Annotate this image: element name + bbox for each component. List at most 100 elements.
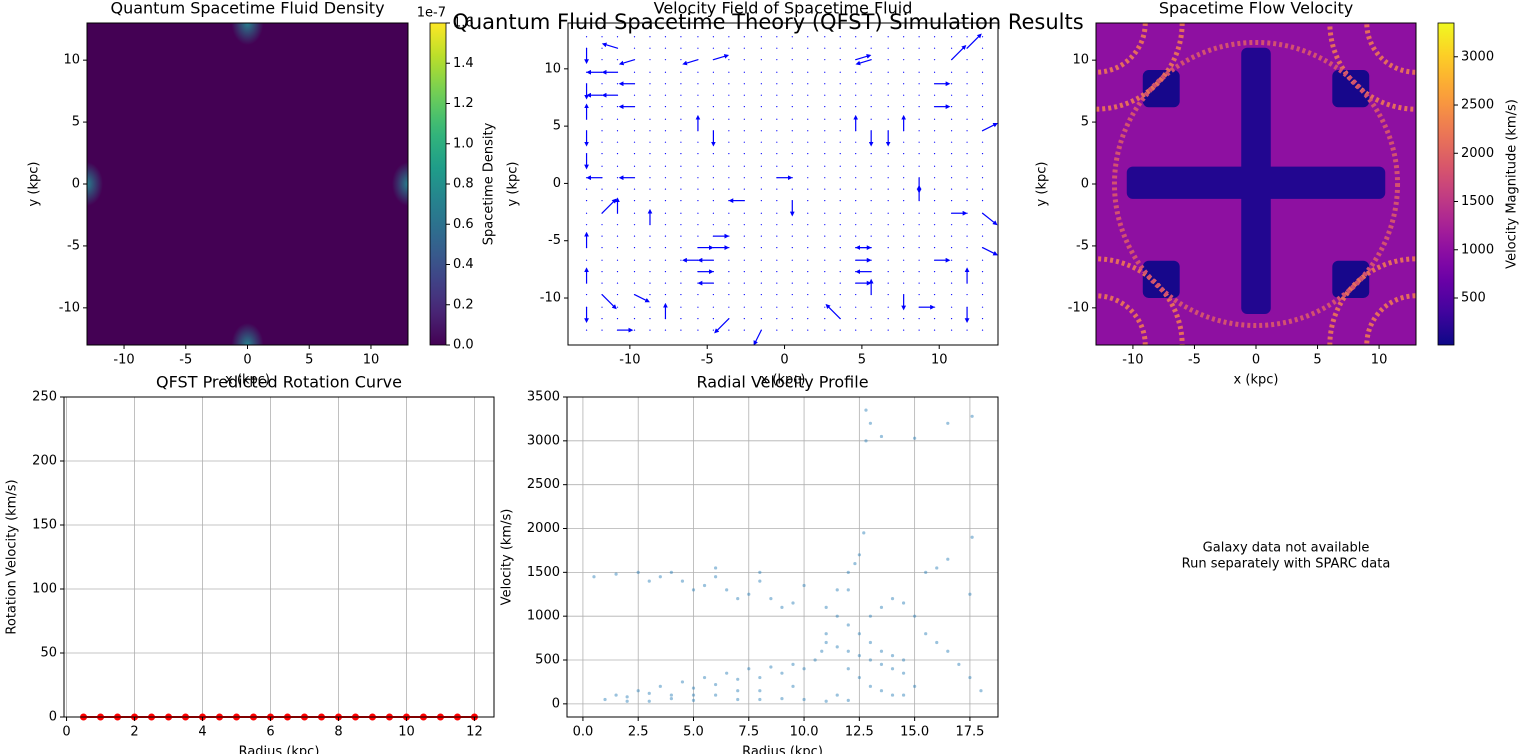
field-point (633, 318, 636, 320)
field-point (776, 59, 778, 61)
field-point (887, 118, 889, 120)
field-point (791, 293, 793, 296)
field-point (839, 130, 841, 132)
field-point (649, 71, 651, 73)
field-point (776, 306, 778, 308)
field-point (791, 153, 793, 155)
field-point (933, 271, 936, 273)
colorbar-tick-label: 2000 (1461, 146, 1494, 161)
y-tick-label: 5 (72, 115, 80, 130)
x-tick-label: 5 (305, 353, 313, 368)
field-point (855, 47, 857, 49)
field-point (824, 246, 826, 249)
field-point (712, 94, 714, 96)
scatter-point (669, 570, 673, 574)
field-point (697, 106, 699, 108)
scatter-point (879, 434, 884, 439)
scatter-point (614, 572, 618, 576)
field-point (870, 235, 872, 237)
field-point (824, 306, 826, 308)
scatter-point (857, 654, 861, 658)
field-point (807, 235, 809, 237)
field-point (712, 47, 714, 49)
field-point (807, 188, 809, 190)
field-point (824, 224, 826, 226)
field-point (760, 200, 762, 202)
field-point (680, 235, 682, 237)
field-point (950, 329, 953, 331)
field-point (633, 282, 636, 284)
field-point (633, 130, 636, 132)
field-point (981, 293, 984, 296)
field-point (616, 282, 619, 284)
field-point (680, 224, 682, 226)
velocity-arrow (753, 329, 762, 345)
field-point (743, 212, 745, 214)
field-point (601, 271, 603, 273)
field-point (649, 188, 651, 190)
heatmap-patch (1142, 260, 1180, 298)
velocity-arrow (634, 294, 650, 303)
scatter-point (979, 689, 983, 693)
field-point (933, 153, 936, 155)
x-tick-label: -5 (701, 353, 714, 368)
field-point (950, 83, 953, 85)
field-point (649, 59, 651, 61)
field-point (870, 306, 872, 308)
field-point (680, 259, 682, 261)
field-point (855, 71, 857, 73)
field-point (966, 71, 968, 73)
field-point (616, 259, 619, 261)
scatter-point (758, 579, 762, 583)
x-tick-label: 2.5 (628, 725, 649, 740)
field-point (791, 235, 793, 237)
field-point (807, 212, 809, 214)
field-point (791, 141, 793, 143)
field-point (743, 177, 745, 179)
field-point (933, 36, 936, 38)
field-point (649, 47, 651, 49)
field-point (633, 153, 636, 155)
scatter-point (714, 575, 718, 579)
y-tick-label: 2500 (527, 477, 560, 492)
field-point (776, 141, 778, 143)
field-point (601, 188, 603, 190)
x-axis-label: x (kpc) (1234, 373, 1279, 388)
field-point (918, 36, 920, 38)
scatter-point (890, 654, 895, 658)
y-tick-label: 200 (32, 454, 57, 469)
field-point (855, 235, 857, 237)
scatter-point (879, 605, 884, 610)
field-point (697, 47, 699, 49)
field-point (664, 200, 667, 202)
field-point (728, 200, 730, 202)
colorbar-tick-label: 0.8 (453, 177, 474, 192)
field-point (601, 118, 603, 120)
field-point (870, 200, 872, 202)
y-tick-label: 10 (1072, 53, 1089, 68)
field-point (697, 224, 699, 226)
field-point (743, 329, 745, 331)
field-point (839, 306, 841, 308)
velocity-arrow (825, 303, 841, 320)
field-point (839, 188, 841, 190)
field-point (697, 71, 699, 73)
field-point (807, 259, 809, 261)
field-point (649, 306, 651, 308)
field-point (903, 224, 905, 226)
field-point (728, 83, 730, 85)
scatter-point (835, 645, 839, 649)
y-tick-label: -10 (59, 300, 80, 315)
field-point (887, 177, 889, 179)
scatter-point (636, 689, 640, 693)
field-point (855, 200, 857, 202)
field-point (616, 200, 619, 202)
field-point (981, 71, 984, 73)
field-point (649, 246, 651, 249)
field-point (855, 153, 857, 155)
scatter-point (868, 421, 873, 425)
field-point (760, 212, 762, 214)
field-point (633, 47, 636, 49)
field-point (633, 224, 636, 226)
field-point (697, 235, 699, 237)
